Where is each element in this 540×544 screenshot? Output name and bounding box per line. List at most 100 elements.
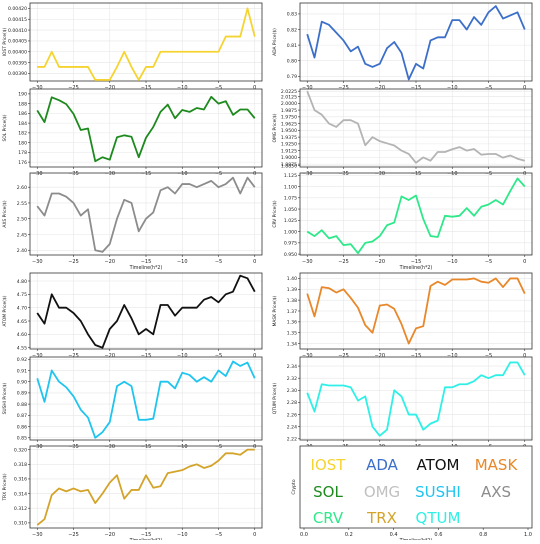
y-tick-label: 0.81 (287, 43, 297, 49)
x-tick-label: −25 (68, 85, 79, 91)
legend-entry-qtum: QTUM (416, 509, 461, 527)
x-axis-label: Timeline(h*2) (399, 265, 433, 271)
x-tick-label: 0 (253, 353, 256, 359)
y-tick-label: 2.22 (287, 437, 297, 443)
x-tick-label: −20 (104, 85, 115, 91)
y-tick-label: 4.75 (17, 292, 27, 298)
x-tick-label: −25 (338, 353, 349, 359)
x-tick-label: −5 (485, 353, 492, 359)
y-tick-label: 190 (18, 92, 27, 98)
y-tick-label: 1.9500 (281, 128, 297, 134)
y-tick-label: 0.314 (14, 491, 27, 497)
y-tick-label: 4.55 (17, 345, 27, 351)
y-tick-label: 2.0225 (281, 89, 297, 95)
y-tick-label: 1.050 (284, 207, 297, 213)
y-tick-label: 2.60 (17, 185, 27, 191)
x-tick-label: 0 (523, 259, 526, 265)
x-tick-label: −30 (32, 353, 43, 359)
y-tick-label: 0.310 (14, 521, 27, 527)
y-tick-label: 2.26 (287, 412, 297, 418)
x-tick-label: −10 (447, 353, 458, 359)
x-tick-label: −30 (302, 85, 313, 91)
legend-entry-omg: OMG (364, 483, 400, 501)
x-tick-label: −25 (68, 532, 79, 538)
price-line-iost (37, 7, 256, 81)
legend-entry-crv: CRV (313, 509, 344, 527)
y-tick-label: 0.00410 (8, 28, 27, 34)
x-tick-label: −10 (177, 259, 188, 265)
y-tick-label: 0.975 (284, 241, 297, 247)
chart-panel-crv: 0.950 0.975 1.000 1.025 1.050 1.075 1.100 1.125… (272, 172, 533, 271)
x-tick-label: 0.6 (434, 532, 442, 538)
y-tick-label: 0.312 (14, 506, 27, 512)
y-tick-label: 2.28 (287, 400, 297, 406)
y-tick-label: 0.87 (17, 413, 27, 419)
price-line-trx (36, 448, 255, 526)
chart-panel-axs: 2.40 2.45 2.50 2.55 2.60 −30 −25 −20 −15 −10 −5 0 AX… (2, 172, 263, 271)
y-tick-label: 2.34 (287, 364, 297, 370)
x-tick-label: −15 (141, 85, 152, 91)
x-tick-label: −20 (104, 532, 115, 538)
y-tick-label: 0.00390 (8, 71, 27, 77)
legend-entry-axs: AXS (481, 483, 511, 501)
price-line-omg (306, 90, 525, 164)
y-tick-label: 184 (18, 121, 27, 127)
x-tick-label: −5 (215, 259, 222, 265)
x-tick-label: −10 (177, 532, 188, 538)
y-tick-label: 182 (18, 131, 27, 137)
y-axis-label: QTUM Price($) (272, 382, 278, 414)
x-tick-label: −15 (411, 85, 422, 91)
y-tick-label: 188 (18, 101, 27, 107)
x-tick-label: 0.8 (479, 532, 487, 538)
y-tick-label: 1.8875 (281, 162, 297, 168)
legend-entry-atom: ATOM (416, 456, 459, 474)
y-tick-label: 0.91 (17, 368, 27, 374)
legend-entry-trx: TRX (366, 509, 397, 527)
chart-panel-trx: 0.310 0.312 0.314 0.316 0.318 0.320 −30 −25 −20 −… (2, 445, 263, 544)
chart-panel-mask: 1.34 1.35 1.36 1.37 1.38 1.39 1.40 −30 −25 −20 −15… (272, 272, 533, 359)
x-tick-label: −25 (338, 85, 349, 91)
x-tick-label: −5 (215, 353, 222, 359)
x-tick-label: −30 (32, 85, 43, 91)
y-tick-label: 4.80 (17, 279, 27, 285)
y-tick-label: 186 (18, 111, 27, 117)
y-axis-label: CRV Price($) (272, 200, 278, 227)
y-tick-label: 1.075 (284, 196, 297, 202)
y-tick-label: 4.60 (17, 332, 27, 338)
x-tick-label: −5 (215, 85, 222, 91)
x-tick-label: 0 (253, 85, 256, 91)
chart-panel-iost: 0.00390 0.00395 0.00400 0.00405 0.00410 0.004… (2, 2, 263, 91)
y-axis-label: ATOM Price($) (2, 295, 8, 326)
price-line-axs (36, 176, 256, 253)
y-tick-label: 0.89 (17, 391, 27, 397)
legend-panel: 0.00.20.40.60.81.0CryptoTimeline(h*2)IOS… (291, 445, 533, 544)
x-tick-label: −15 (141, 259, 152, 265)
y-tick-label: 176 (18, 160, 27, 166)
x-tick-label: −5 (485, 85, 492, 91)
y-tick-label: 1.35 (287, 331, 297, 337)
price-line-mask (306, 277, 526, 345)
y-tick-label: 0.80 (287, 59, 297, 65)
y-axis-label: MASK Price($) (272, 295, 278, 326)
y-tick-label: 1.025 (284, 218, 297, 224)
price-line-qtum (306, 361, 526, 437)
y-tick-label: 1.9375 (281, 135, 297, 141)
y-tick-label: 1.9250 (281, 142, 297, 148)
y-tick-label: 1.40 (287, 276, 297, 282)
y-axis-label: SUSHI Price($) (2, 382, 8, 414)
x-tick-label: −5 (485, 259, 492, 265)
x-tick-label: −20 (374, 353, 385, 359)
legend-entry-sol: SOL (313, 483, 343, 501)
y-tick-label: 2.50 (17, 217, 27, 223)
y-tick-label: 2.40 (17, 248, 27, 254)
y-tick-label: 178 (18, 150, 27, 156)
x-tick-label: −25 (68, 259, 79, 265)
chart-panel-ada: 0.79 0.80 0.81 0.82 0.83 −30 −25 −20 −15 −10 −5 0 AD… (272, 2, 533, 91)
y-axis-label: TRX Price($) (2, 473, 8, 501)
y-tick-label: 1.37 (287, 309, 297, 315)
y-tick-label: 1.9875 (281, 108, 297, 114)
y-tick-label: 0.92 (17, 357, 27, 363)
y-tick-label: 1.9625 (281, 121, 297, 127)
x-tick-label: 0 (523, 353, 526, 359)
x-tick-label: −30 (302, 353, 313, 359)
